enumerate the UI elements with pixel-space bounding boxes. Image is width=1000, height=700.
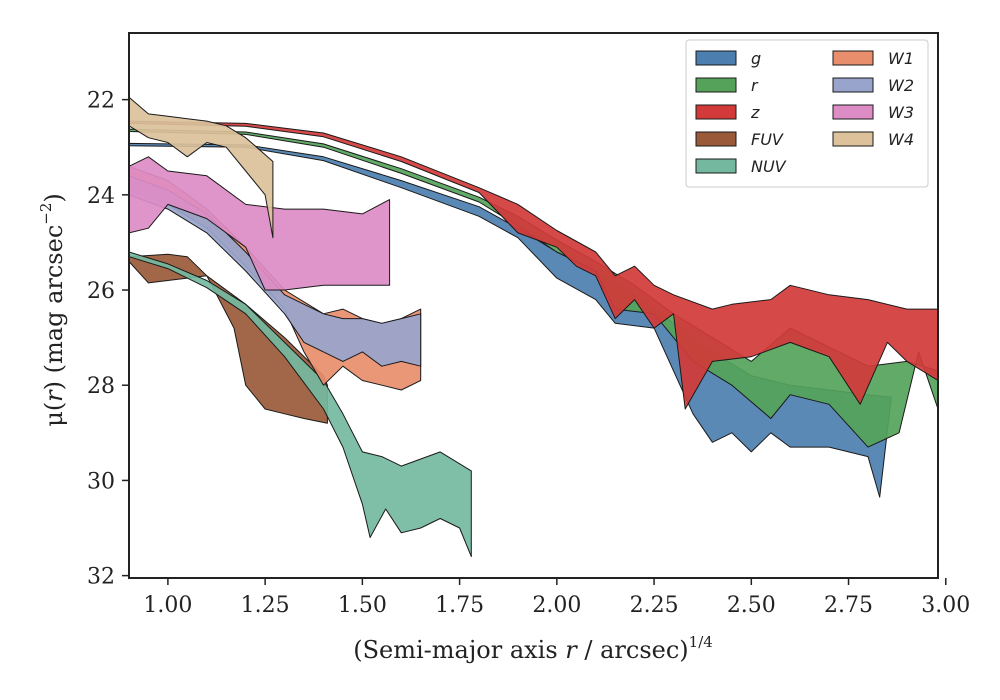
legend-label-z: z: [750, 103, 760, 122]
x-tick-label: 1.50: [338, 593, 387, 618]
series-band-z: [128, 120, 939, 410]
x-axis-ticks: 1.00 1.25 1.50 1.75 2.00 2.25 2.50 2.75 3.00: [143, 578, 970, 618]
area-series-group: [128, 96, 939, 558]
legend-swatch-w4: [832, 131, 874, 147]
legend-swatch-fuv: [695, 131, 737, 147]
x-tick-label: 2.75: [824, 593, 873, 618]
legend-swatch-w2: [832, 77, 874, 93]
x-tick-label: 2.25: [630, 593, 679, 618]
legend-label-w1: W1: [888, 49, 914, 68]
x-tick-label: 3.00: [921, 593, 970, 618]
x-tick-label: 2.00: [532, 593, 581, 618]
y-tick-label: 26: [87, 279, 115, 304]
x-tick-label: 1.00: [143, 593, 192, 618]
series-band-fuv: [128, 253, 328, 424]
x-tick-label: 2.50: [727, 593, 776, 618]
legend-label-w4: W4: [888, 130, 914, 149]
y-axis-ticks: 22 24 26 28 30 32: [87, 89, 129, 590]
legend-label-fuv: FUV: [751, 130, 784, 149]
series-band-w3: [128, 156, 391, 291]
x-axis-label: (Semi-major axis r / arcsec)1/4: [353, 633, 713, 664]
x-tick-label: 1.75: [435, 593, 484, 618]
legend-swatch-nuv: [695, 158, 737, 174]
legend-label-r: r: [751, 76, 759, 95]
legend-swatch-r: [695, 77, 737, 93]
y-tick-label: 30: [87, 469, 115, 494]
legend-label-nuv: NUV: [751, 157, 787, 176]
legend-swatch-z: [695, 104, 737, 120]
legend: grz FUV NUV W1 W2 W3 W4: [685, 39, 929, 188]
legend-label-w3: W3: [888, 103, 914, 122]
y-tick-label: 24: [87, 184, 115, 209]
legend-frame: [685, 39, 929, 188]
plot-frame: [128, 32, 939, 579]
legend-label-g: g: [751, 49, 761, 68]
y-tick-label: 28: [87, 374, 115, 399]
legend-swatch-g: [695, 50, 737, 66]
series-band-w4: [128, 96, 274, 239]
y-axis-label: μ(r) (mag arcsec−2): [37, 193, 68, 427]
series-band-nuv: [128, 251, 472, 558]
y-tick-label: 32: [87, 565, 115, 590]
legend-swatch-w3: [832, 104, 874, 120]
y-tick-label: 22: [87, 89, 115, 114]
legend-swatch-w1: [832, 50, 874, 66]
x-tick-label: 1.25: [241, 593, 290, 618]
legend-label-w2: W2: [888, 76, 914, 95]
